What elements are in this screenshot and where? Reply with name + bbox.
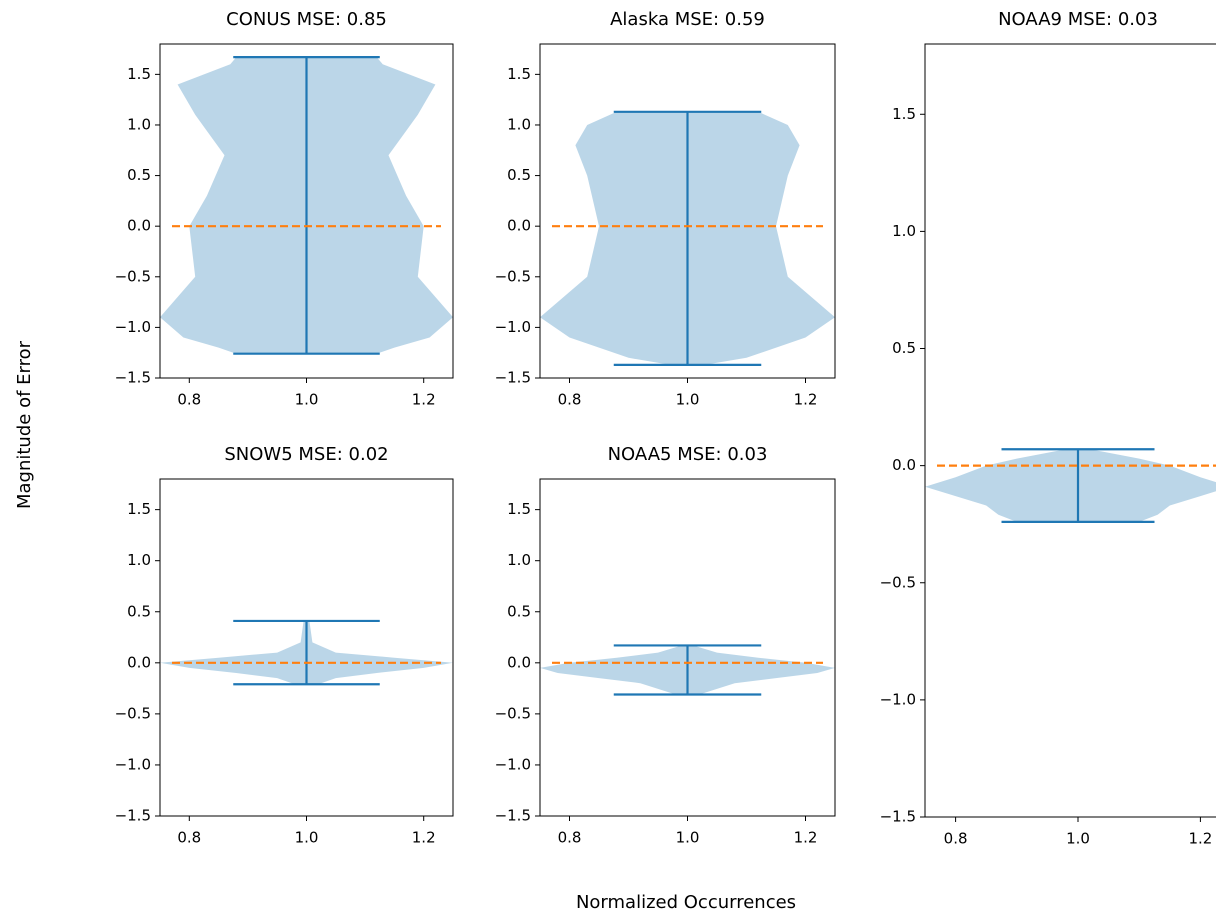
subplot-title: CONUS MSE: 0.85 (226, 9, 387, 30)
y-tick-label: 1.5 (507, 65, 531, 83)
x-tick-label: 1.0 (676, 391, 700, 409)
y-tick-label: −1.0 (115, 755, 151, 773)
y-tick-label: 1.0 (507, 115, 531, 133)
x-tick-label: 0.8 (177, 829, 201, 847)
axes-frame (924, 43, 1216, 818)
y-tick-label: 0.5 (507, 166, 531, 184)
y-tick-label: −0.5 (495, 267, 531, 285)
x-tick-label: 0.8 (558, 391, 582, 409)
x-tick-label: 1.2 (1188, 830, 1212, 848)
y-tick-label: −1.5 (495, 369, 531, 387)
y-tick-label: −1.5 (115, 807, 151, 825)
y-tick-label: 0.5 (507, 602, 531, 620)
y-tick-label: −0.5 (115, 267, 151, 285)
y-tick-label: −1.5 (495, 807, 531, 825)
x-tick-label: 1.2 (412, 391, 436, 409)
x-tick-label: 0.8 (558, 829, 582, 847)
y-tick-label: −1.5 (880, 808, 916, 826)
subplot-title: NOAA5 MSE: 0.03 (608, 444, 768, 465)
x-tick-label: 0.8 (944, 830, 968, 848)
subplot-title: NOAA9 MSE: 0.03 (998, 9, 1158, 30)
y-tick-label: 1.0 (507, 551, 531, 569)
y-tick-label: −0.5 (880, 573, 916, 591)
y-axis-label: Magnitude of Error (14, 340, 35, 509)
x-tick-label: 1.0 (1066, 830, 1090, 848)
y-tick-label: 0.0 (507, 217, 531, 235)
x-tick-label: 1.0 (676, 829, 700, 847)
y-tick-label: 0.5 (892, 339, 916, 357)
subplot-title: Alaska MSE: 0.59 (610, 9, 765, 30)
y-tick-label: 1.0 (127, 115, 151, 133)
y-tick-label: 0.5 (127, 166, 151, 184)
x-tick-label: 1.2 (794, 391, 818, 409)
y-tick-label: 0.0 (127, 217, 151, 235)
y-tick-label: −1.0 (495, 755, 531, 773)
y-tick-label: 0.0 (127, 653, 151, 671)
y-tick-label: 1.0 (127, 551, 151, 569)
y-tick-label: 1.0 (892, 222, 916, 240)
x-tick-label: 1.2 (794, 829, 818, 847)
x-tick-label: 1.0 (295, 829, 319, 847)
y-tick-label: −1.5 (115, 369, 151, 387)
x-tick-label: 1.0 (295, 391, 319, 409)
y-tick-label: −1.0 (115, 318, 151, 336)
y-tick-label: −0.5 (495, 704, 531, 722)
y-tick-label: 0.0 (507, 653, 531, 671)
y-tick-label: −1.0 (495, 318, 531, 336)
y-tick-label: 0.5 (127, 602, 151, 620)
violin-body (925, 449, 1216, 522)
y-tick-label: 1.5 (892, 105, 916, 123)
y-tick-label: 1.5 (127, 65, 151, 83)
y-tick-label: 0.0 (892, 456, 916, 474)
y-tick-label: 1.5 (507, 500, 531, 518)
x-tick-label: 0.8 (177, 391, 201, 409)
y-tick-label: −1.0 (880, 690, 916, 708)
y-tick-label: 1.5 (127, 500, 151, 518)
x-tick-label: 1.2 (412, 829, 436, 847)
x-axis-label: Normalized Occurrences (576, 892, 796, 913)
subplot-title: SNOW5 MSE: 0.02 (224, 444, 388, 465)
y-tick-label: −0.5 (115, 704, 151, 722)
